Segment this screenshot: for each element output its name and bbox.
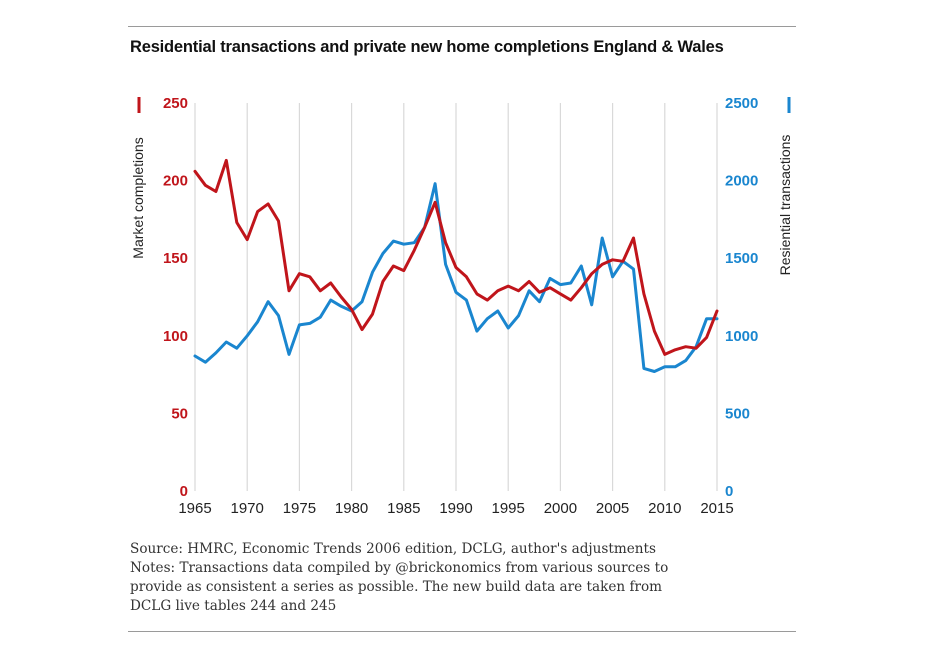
completions-series-line xyxy=(193,158,719,356)
x-tick-label: 1980 xyxy=(335,500,368,517)
bottom-rule xyxy=(128,631,796,632)
y-left-tick-label: 200 xyxy=(163,173,188,190)
x-tick-label: 1990 xyxy=(439,500,472,517)
x-tick-label: 1985 xyxy=(387,500,420,517)
transactions-series-line xyxy=(193,182,719,373)
notes-line-2: provide as consistent a series as possib… xyxy=(130,579,663,595)
top-rule xyxy=(128,26,796,27)
x-tick-label: 1975 xyxy=(283,500,316,517)
chart-title: Residential transactions and private new… xyxy=(130,38,724,56)
grid-lines xyxy=(194,103,718,491)
x-tick-label: 2000 xyxy=(544,500,577,517)
x-tick-label: 2010 xyxy=(648,500,681,517)
y-right-tick-label: 500 xyxy=(725,405,750,422)
chart-notes: Source: HMRC, Economic Trends 2006 editi… xyxy=(130,540,790,616)
x-tick-label: 1965 xyxy=(178,500,211,517)
tick-labels: 1965 1970 1975 1980 1985 1990 1995 2000 2005 2010… xyxy=(163,95,758,517)
notes-line-3: DCLG live tables 244 and 245 xyxy=(130,598,337,614)
x-tick-label: 1970 xyxy=(231,500,264,517)
y-right-tick-label: 2500 xyxy=(725,95,758,112)
y-left-tick-label: 250 xyxy=(163,95,188,112)
x-tick-label: 1995 xyxy=(492,500,525,517)
y-left-tick-label: 150 xyxy=(163,250,188,267)
y-right-tick-label: 1000 xyxy=(725,328,758,345)
x-tick-label: 2005 xyxy=(596,500,629,517)
y-left-tick-label: 100 xyxy=(163,328,188,345)
y-axis-left-label: Market completions xyxy=(130,137,146,258)
y-right-tick-label: 2000 xyxy=(725,173,758,190)
x-tick-label: 2015 xyxy=(700,500,733,517)
notes-line-1: Notes: Transactions data compiled by @br… xyxy=(130,560,669,576)
y-left-tick-label: 50 xyxy=(171,405,188,422)
y-right-tick-label: 0 xyxy=(725,483,733,500)
y-axis-right-label: Resiential transactions xyxy=(777,135,793,276)
source-note: Source: HMRC, Economic Trends 2006 editi… xyxy=(130,541,656,557)
y-right-tick-label: 1500 xyxy=(725,250,758,267)
series-lines xyxy=(193,158,719,373)
y-left-tick-label: 0 xyxy=(180,483,188,500)
